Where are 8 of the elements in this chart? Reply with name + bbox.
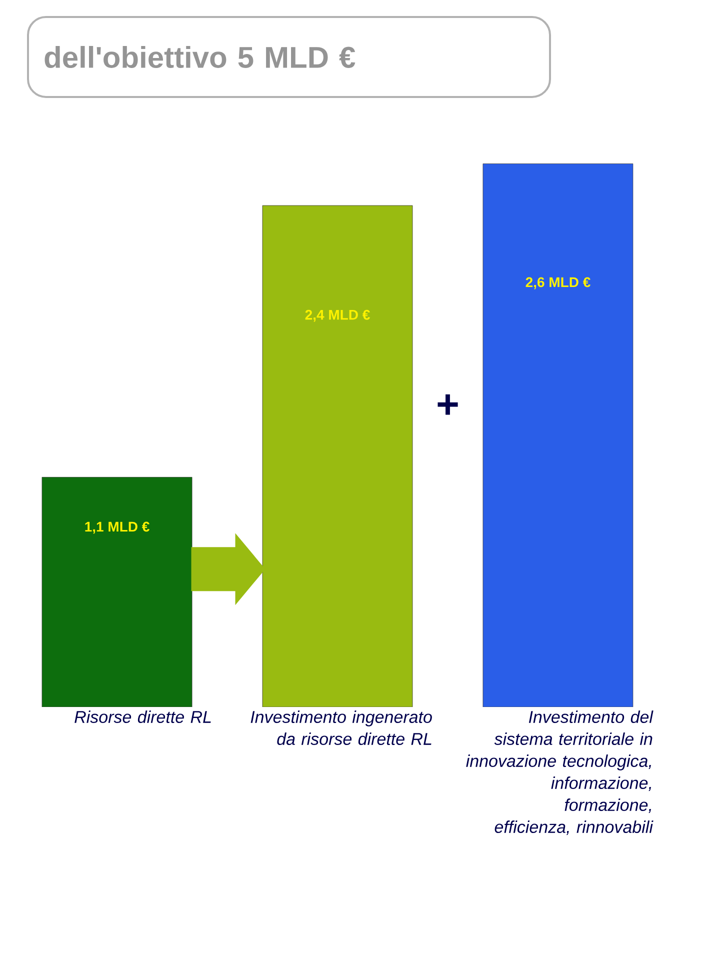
data-label: 1,1 MLD €	[85, 522, 150, 534]
annotation: +	[438, 394, 458, 415]
x-tick-label: Investimento del sistema territoriale in innovazione tecnologica, informazione, formazione, efficienza, rinnovabili	[466, 710, 654, 836]
chart-title: dell'obiettivo 5 MLD €	[44, 46, 356, 68]
x-tick-label: Investimento ingenerato da risorse dirette RL	[250, 710, 432, 746]
data-label: 2,4 MLD €	[305, 310, 370, 322]
x-tick-label: Risorse dirette RL	[74, 710, 211, 724]
data-label: 2,6 MLD €	[526, 277, 590, 290]
